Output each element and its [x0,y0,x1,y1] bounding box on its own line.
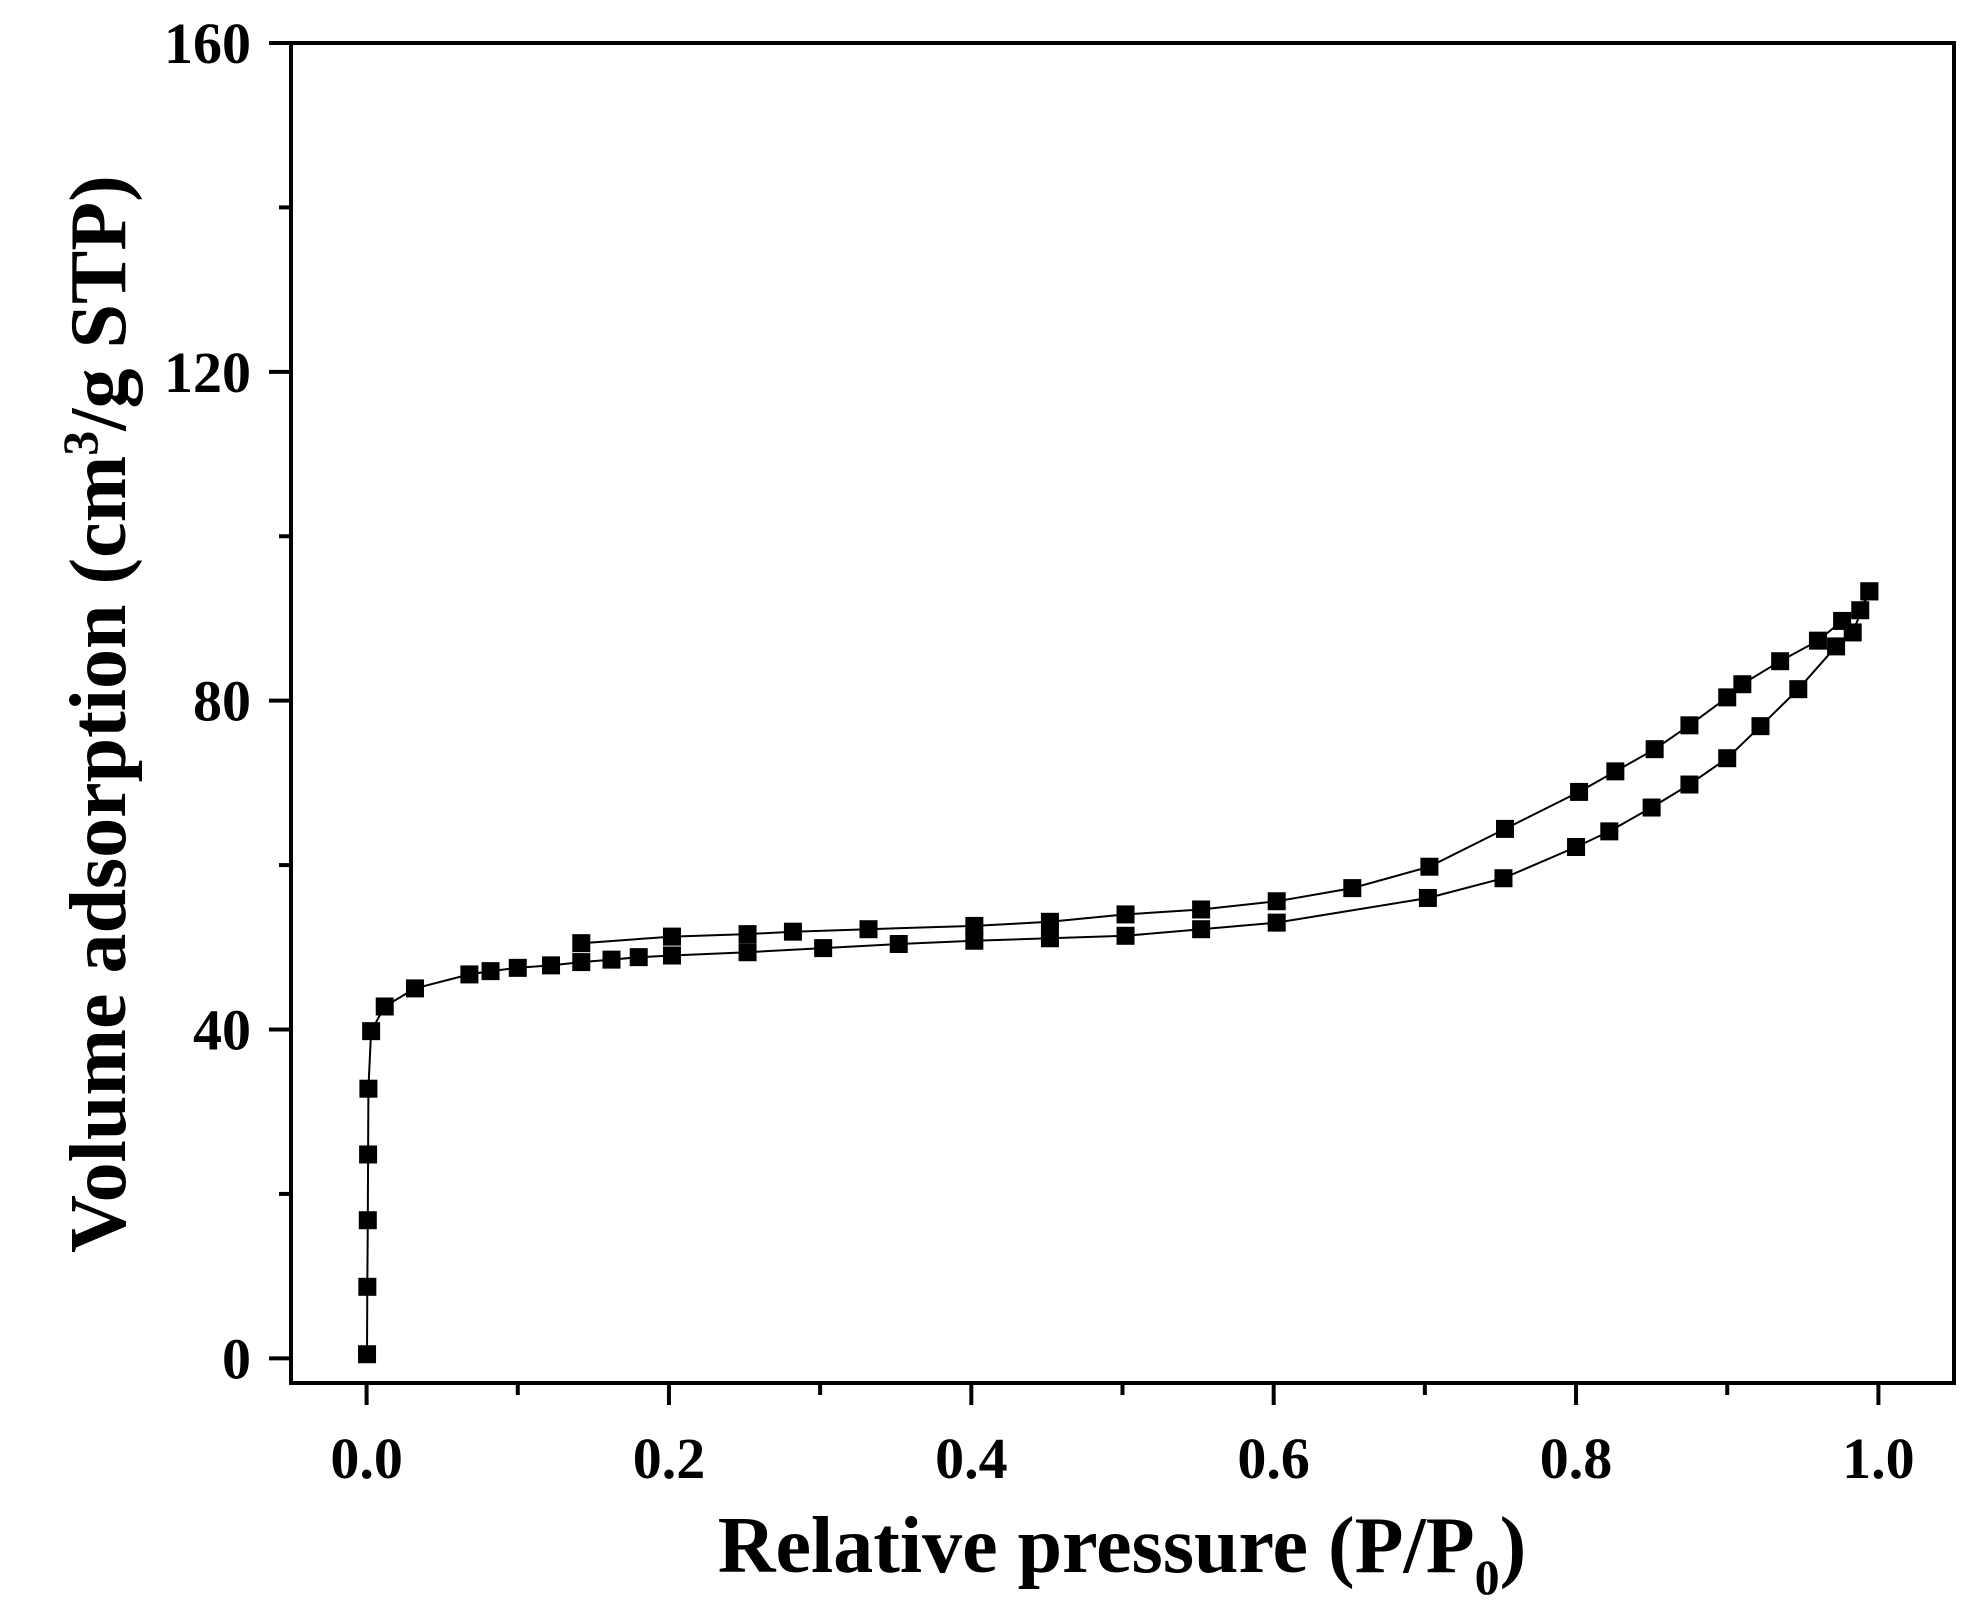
y-tick-label: 0 [222,1326,251,1391]
desorption-marker [1570,782,1589,801]
adsorption-marker [358,1277,377,1296]
adsorption-marker [358,1211,377,1230]
desorption-marker [1851,601,1870,620]
y-tick-label: 120 [164,340,251,405]
adsorption-marker [542,956,561,975]
desorption-marker [1718,688,1737,707]
desorption-marker [965,916,984,935]
desorption-marker [1116,905,1135,924]
adsorption-marker [1680,775,1699,794]
x-axis-title: Relative pressure (P/P0) [718,1502,1527,1605]
adsorption-marker [1751,717,1770,736]
adsorption-marker [358,1345,377,1364]
desorption-marker [1808,631,1827,650]
x-tick-label: 0.6 [1237,1426,1310,1491]
adsorption-marker [662,946,681,965]
adsorption-marker [1267,913,1286,932]
adsorption-marker [1642,798,1661,817]
desorption-marker [1645,740,1664,759]
desorption-marker [859,920,878,939]
desorption-line [581,590,1871,945]
desorption-marker [1495,819,1514,838]
adsorption-marker [359,1145,378,1164]
adsorption-marker [460,965,479,984]
y-tick-label: 40 [193,998,251,1063]
adsorption-marker [738,943,757,962]
x-tick-label: 0.0 [330,1426,403,1491]
desorption-marker [1860,582,1879,601]
desorption-marker [1771,652,1790,671]
adsorption-marker [1567,838,1586,856]
adsorption-marker [1418,888,1437,907]
x-tick-label: 0.8 [1540,1426,1613,1491]
adsorption-line [366,590,1871,1355]
adsorption-marker [602,950,621,969]
adsorption-marker [965,931,984,950]
adsorption-marker [572,953,591,972]
desorption-marker [1420,857,1439,876]
desorption-marker [738,925,757,944]
desorption-marker [1606,762,1625,781]
desorption-marker [1733,675,1752,694]
desorption-marker [1040,912,1059,931]
adsorption-marker [375,997,394,1016]
adsorption-marker [1718,749,1737,768]
adsorption-marker [481,962,500,981]
adsorption-marker [1600,822,1619,841]
adsorption-marker [814,939,833,958]
series-lines [366,590,1871,1355]
desorption-marker [1267,892,1286,911]
x-tick-label: 0.2 [633,1426,706,1491]
desorption-marker [783,922,802,941]
adsorption-marker [1116,926,1135,945]
data-markers [358,582,1879,1364]
desorption-marker [1833,611,1852,630]
x-tick-label: 0.4 [935,1426,1008,1491]
desorption-marker [1343,879,1362,898]
adsorption-marker [1789,680,1808,699]
axis-ticks [269,41,1881,1405]
desorption-marker [662,927,681,946]
desorption-marker [1192,900,1211,919]
adsorption-marker [405,979,424,998]
adsorption-marker [362,1022,381,1041]
adsorption-marker [889,935,908,954]
adsorption-marker [1040,929,1059,948]
adsorption-marker [1192,920,1211,939]
y-axis-title: Volume adsorption (cm3/g STP) [52,175,143,1253]
axis-tick-labels: 0.0 0.2 0.4 0.6 0.8 1.0 0 40 80 120 160 [164,11,1915,1491]
x-tick-label: 1.0 [1842,1426,1915,1491]
y-tick-label: 80 [193,669,251,734]
desorption-marker [572,934,591,953]
y-tick-label: 160 [164,11,251,76]
desorption-marker [1680,716,1699,735]
adsorption-marker [1494,869,1513,888]
adsorption-marker [359,1079,378,1098]
adsorption-marker [1827,637,1846,656]
adsorption-marker [508,958,527,977]
adsorption-marker [629,948,648,967]
